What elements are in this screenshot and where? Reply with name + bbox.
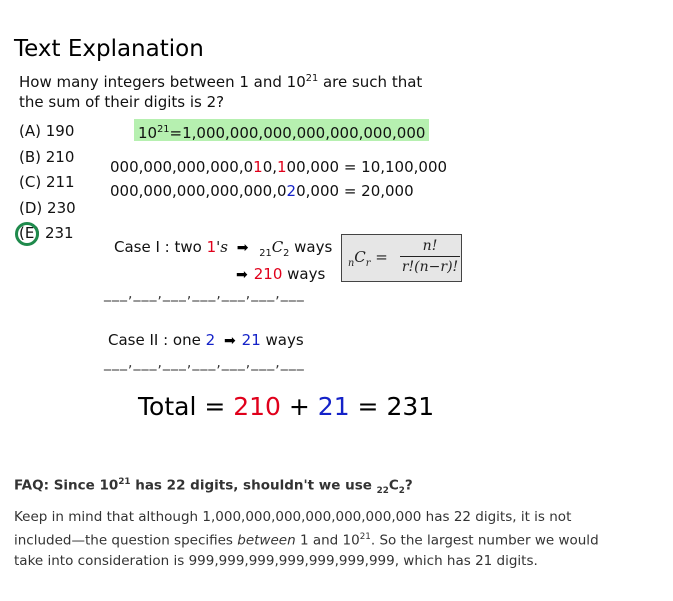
case1-digit: 1 xyxy=(206,238,217,256)
faq-q-mid: has 22 digits, shouldn't we use xyxy=(130,477,377,494)
page-title: Text Explanation xyxy=(14,36,204,62)
formula-equals: = xyxy=(370,248,388,266)
ex2-result: = 20,000 xyxy=(339,182,414,200)
ex1-mid: 0, xyxy=(262,158,277,176)
power-exponent: 21 xyxy=(157,124,170,135)
faq-a-emphasis: between xyxy=(237,532,296,549)
ex1-red-digit-1: 1 xyxy=(253,158,263,176)
case1-combo-n: 21 xyxy=(259,248,272,259)
ex1-result: = 10,100,000 xyxy=(339,158,448,176)
question-text: How many integers between 1 and 1021 are… xyxy=(19,69,439,112)
choice-d[interactable]: (D) 230 xyxy=(19,198,76,217)
total-plus: + xyxy=(280,392,318,421)
faq-a-part2: 1 and 10 xyxy=(295,532,360,549)
formula-numerator: n! xyxy=(422,238,438,254)
fraction-bar xyxy=(400,256,460,257)
ex2-post: 0,000 xyxy=(296,182,340,200)
arrow-right-icon: ➡ xyxy=(223,333,236,349)
total-result: = 231 xyxy=(349,392,435,421)
case2-label: Case II : one xyxy=(108,331,206,349)
question-part1: How many integers between 1 and 10 xyxy=(19,73,306,91)
arrow-right-icon: ➡ xyxy=(236,267,248,283)
answer-circle-icon xyxy=(15,222,39,246)
faq-question: FAQ: Since 1021 has 22 digits, shouldn't… xyxy=(14,477,413,496)
combination-formula: nCr = n! r!(n−r)! xyxy=(341,234,462,282)
choice-b[interactable]: (B) 210 xyxy=(19,147,75,166)
case2-ways: ways xyxy=(260,331,304,349)
case1-ways: ways xyxy=(289,238,333,256)
arrow-right-icon: ➡ xyxy=(236,240,249,256)
total-value-2: 21 xyxy=(317,392,350,421)
faq-q-sub-r: 2 xyxy=(398,486,405,497)
case1-label: Case I : two xyxy=(114,238,207,256)
case1-combo-c: C xyxy=(271,238,284,256)
faq-q-sub-n: 22 xyxy=(376,486,389,497)
digit-slots-1: ___,___,___,___,___,___,___ xyxy=(104,286,305,302)
power-base: 10 xyxy=(138,124,158,142)
formula-denominator: r!(n−r)! xyxy=(401,259,459,275)
power-value: =1,000,000,000,000,000,000,000 xyxy=(169,124,426,142)
faq-answer: Keep in mind that although 1,000,000,000… xyxy=(14,507,629,571)
power-highlight: 1021=1,000,000,000,000,000,000,000 xyxy=(134,119,430,142)
ex1-pre: 000,000,000,000,0 xyxy=(110,158,254,176)
ex1-red-digit-2: 1 xyxy=(277,158,287,176)
case1-suffix: 's xyxy=(216,238,228,256)
total-label: Total = xyxy=(138,392,234,421)
faq-q-c: C xyxy=(388,477,399,494)
formula-lhs: nCr = xyxy=(348,248,388,269)
choice-e[interactable]: (E) 231 xyxy=(15,221,76,247)
faq-q-end: ? xyxy=(404,477,413,494)
ex2-blue-digit: 2 xyxy=(286,182,297,200)
choice-a[interactable]: (A) 190 xyxy=(19,122,75,140)
ex1-post: 00,000 xyxy=(286,158,340,176)
total-line: Total = 210 + 21 = 231 xyxy=(138,392,434,421)
faq-q-prefix: FAQ: Since 10 xyxy=(14,477,119,494)
formula-r: r xyxy=(365,258,371,269)
digit-slots-2: ___,___,___,___,___,___,___ xyxy=(104,355,305,371)
example-line-2: 000,000,000,000,000,020,000 = 20,000 xyxy=(110,182,414,200)
case2-digit: 2 xyxy=(205,331,216,349)
question-part2: are such that the sum of their digits is… xyxy=(19,73,423,111)
faq-a-part3: . So the largest number we would take in… xyxy=(14,532,599,569)
formula-n: n xyxy=(348,258,355,269)
answer-choices: (A) 190 (B) 210 (C) 211 (D) 230 (E) 231 xyxy=(15,119,76,247)
case1-combo-r: 2 xyxy=(283,248,290,259)
case1-count: 210 xyxy=(253,265,283,283)
case-1-result-line: ➡ 210 ways xyxy=(232,265,325,283)
ex2-pre: 000,000,000,000,000,0 xyxy=(110,182,287,200)
total-value-1: 210 xyxy=(233,392,281,421)
case-1-line: Case I : two 1's ➡ 21C2 ways xyxy=(114,238,332,259)
question-exponent: 21 xyxy=(305,73,319,84)
formula-fraction: n! r!(n−r)! xyxy=(400,238,460,275)
case1-ways-2: ways xyxy=(282,265,326,283)
faq-a-exponent: 21 xyxy=(359,532,371,542)
choice-c[interactable]: (C) 211 xyxy=(19,173,75,191)
faq-a-part1: Keep in mind that although 1,000,000,000… xyxy=(14,509,572,549)
faq-q-exponent: 21 xyxy=(118,477,131,487)
case-2-line: Case II : one 2 ➡ 21 ways xyxy=(108,331,304,349)
example-line-1: 000,000,000,000,010,100,000 = 10,100,000 xyxy=(110,158,447,176)
case2-count: 21 xyxy=(241,331,261,349)
formula-c: C xyxy=(354,248,366,266)
